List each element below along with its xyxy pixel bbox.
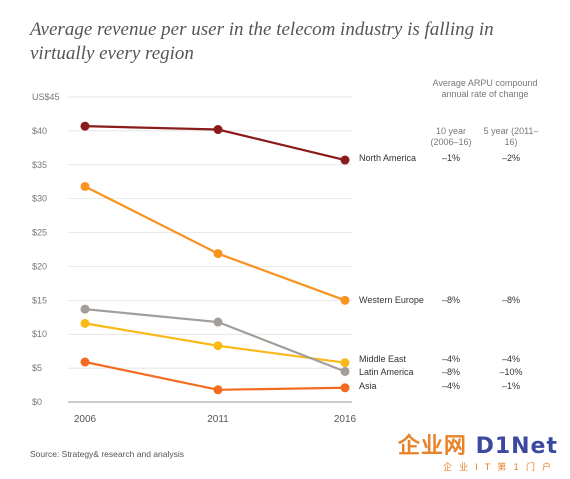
series-line	[84, 360, 346, 391]
data-point	[213, 125, 223, 135]
data-point	[340, 383, 350, 393]
watermark-brand: 企业网	[397, 434, 467, 459]
rate-5-year: –8%	[502, 295, 520, 305]
data-point	[340, 295, 350, 305]
data-point	[213, 385, 223, 395]
legend-header: Average ARPU compound annual rate of cha…	[432, 78, 538, 99]
rate-10-year: –1%	[442, 153, 460, 163]
rate-5-year: –10%	[499, 367, 522, 377]
y-tick-label: $5	[32, 363, 42, 373]
chart-title: Average revenue per user in the telecom …	[30, 19, 494, 64]
data-point	[213, 341, 223, 351]
y-tick-label: $25	[32, 228, 47, 238]
data-point	[80, 318, 90, 328]
rate-10-year: –4%	[442, 381, 460, 391]
rate-10-year: –8%	[442, 295, 460, 305]
data-point	[340, 367, 350, 376]
y-tick-label: $20	[32, 261, 47, 271]
x-tick-label: 2006	[74, 414, 97, 425]
series-label: Middle East	[359, 354, 407, 364]
y-tick-label: $15	[32, 295, 47, 305]
y-tick-label: $40	[32, 126, 47, 136]
rate-5-year: –4%	[502, 354, 520, 364]
rate-10-year: –8%	[442, 367, 460, 377]
x-tick-label: 2016	[334, 414, 357, 425]
y-tick-label: $30	[32, 194, 47, 204]
data-point	[80, 121, 90, 131]
data-point	[340, 358, 350, 368]
watermark-logo: 企业网 D1Net 企业IT第1门户	[398, 428, 558, 473]
data-point	[80, 357, 90, 367]
rate-10-year: –4%	[442, 354, 460, 364]
y-tick-label: US$45	[32, 92, 60, 102]
series-label: Asia	[359, 381, 377, 391]
data-point	[340, 155, 350, 165]
data-point	[213, 317, 223, 327]
series-line	[84, 185, 346, 302]
series-label: Latin America	[359, 367, 414, 377]
rate-5-year: –2%	[502, 153, 520, 163]
watermark-brand-net: D1Net	[475, 434, 558, 459]
column-header-5-year: 5 year (2011–16)	[483, 126, 539, 147]
data-point	[213, 249, 223, 259]
y-tick-label: $0	[32, 397, 42, 407]
data-point	[80, 181, 90, 191]
watermark-tagline: 企业IT第1门户	[443, 463, 558, 473]
y-tick-label: $35	[32, 160, 47, 170]
column-header-10-year: 10 year (2006–16)	[430, 126, 472, 147]
series-label: North America	[359, 153, 416, 163]
data-point	[80, 304, 90, 314]
x-tick-label: 2011	[207, 414, 229, 425]
y-tick-label: $10	[32, 329, 47, 339]
source-note: Source: Strategy& research and analysis	[30, 449, 185, 459]
series-line	[84, 308, 346, 373]
series-label: Western Europe	[359, 295, 424, 305]
rate-5-year: –1%	[502, 381, 520, 391]
